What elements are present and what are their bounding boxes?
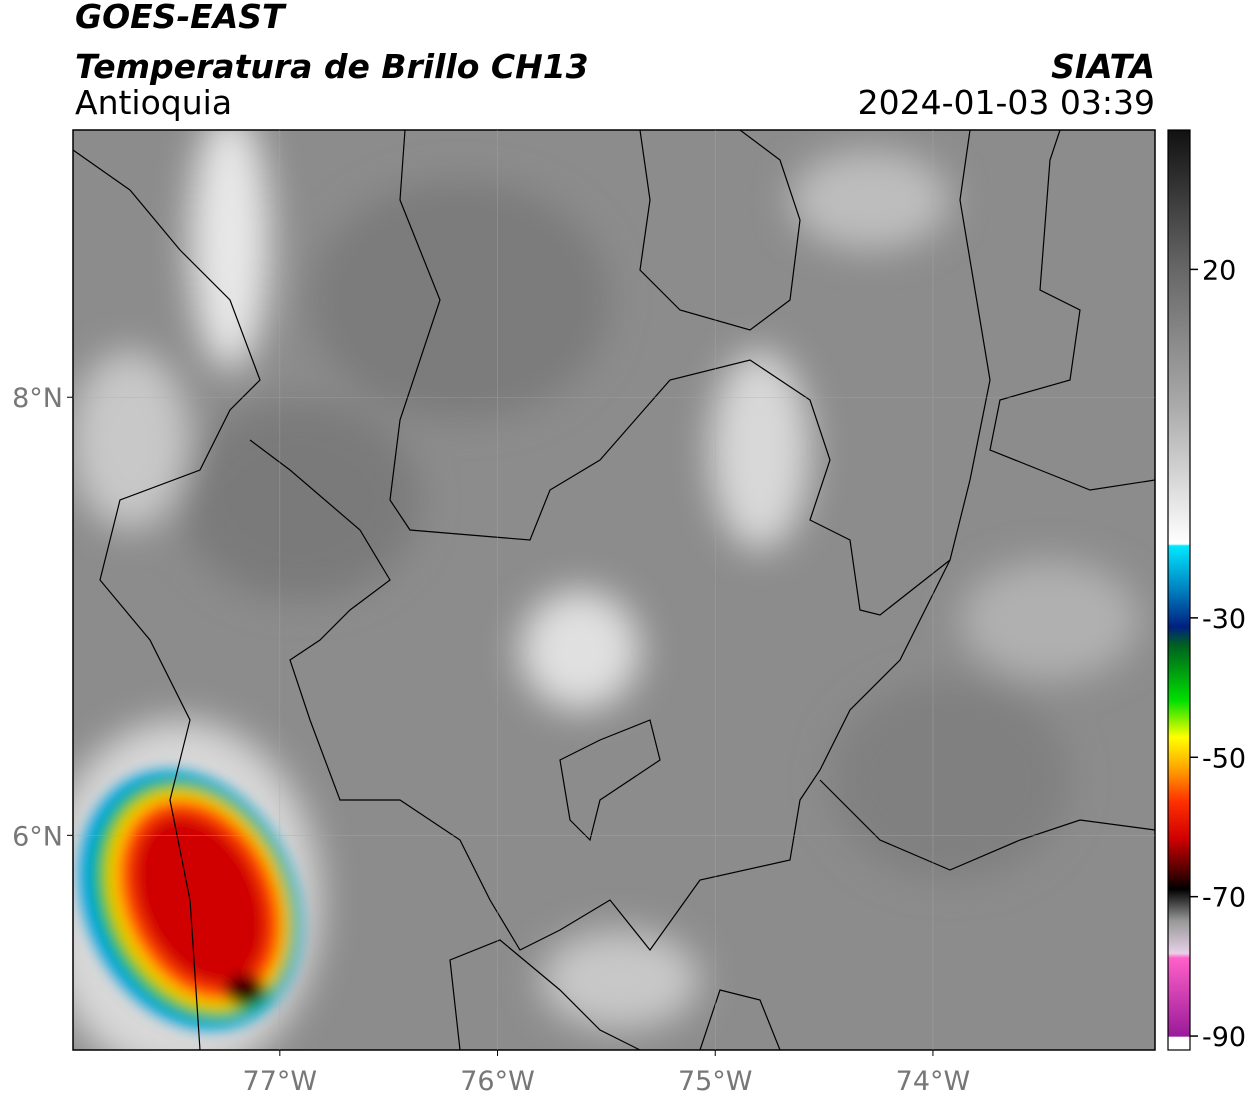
region: Antioquia (75, 83, 232, 122)
x-tick-label: 77°W (243, 1066, 318, 1097)
colorbar-tick-label: -70 (1202, 883, 1246, 914)
colorbar (1167, 129, 1191, 1051)
datetime: 2024-01-03 03:39 (858, 83, 1155, 122)
x-tick-label: 74°W (896, 1066, 971, 1097)
colorbar-tick-label: -90 (1202, 1022, 1246, 1053)
map-frame (72, 129, 1156, 1051)
x-tick-label: 75°W (678, 1066, 753, 1097)
y-tick-label: 6°N (12, 821, 63, 852)
colorbar-tick-label: -50 (1202, 743, 1246, 774)
colorbar-tick-label: 20 (1202, 255, 1236, 286)
subtitle: Temperatura de Brillo CH13 (75, 47, 589, 86)
x-tick-label: 76°W (460, 1066, 535, 1097)
source: SIATA (1051, 47, 1155, 86)
satellite-image (73, 130, 1155, 1050)
title: GOES-EAST (75, 0, 287, 36)
colorbar-tick-label: -30 (1202, 604, 1246, 635)
y-tick-label: 8°N (12, 383, 63, 414)
